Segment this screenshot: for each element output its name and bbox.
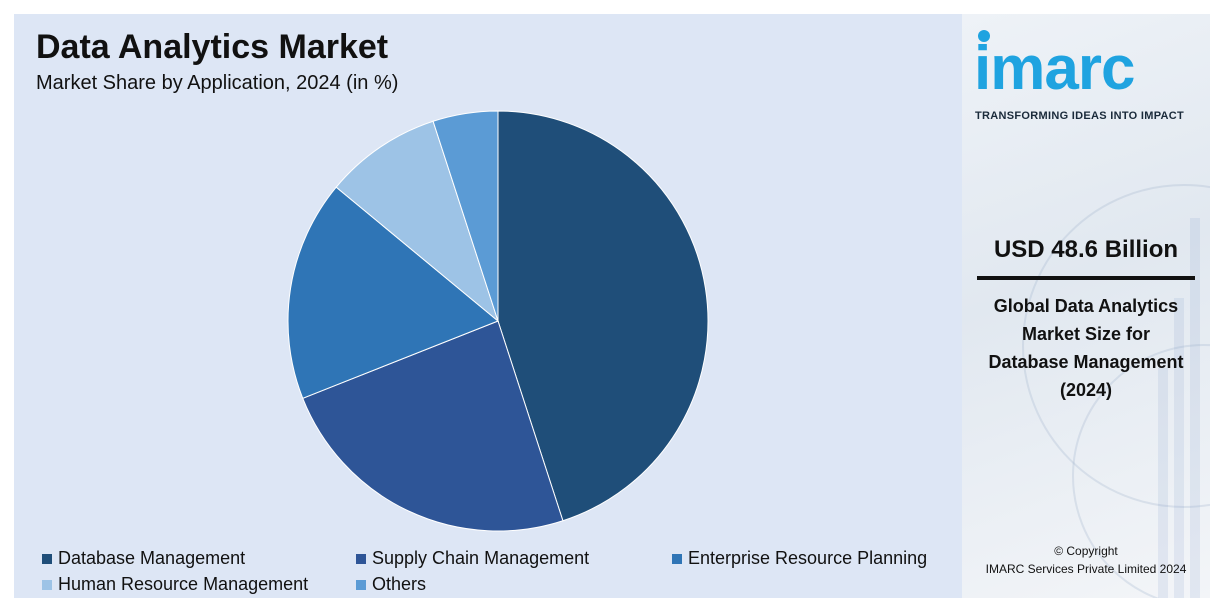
legend-item: Others [356,574,426,595]
pie-slice-human-resource-management [335,120,500,323]
legend-label: Human Resource Management [58,574,309,594]
highlight-block: USD 48.6 Billion Global Data Analytics M… [977,236,1195,404]
legend-label: Others [372,574,427,594]
market-size-description: Global Data Analytics Market Size for Da… [977,292,1195,404]
copyright-line: IMARC Services Private Limited 2024 [985,562,1187,576]
legend-item: Enterprise Resource Planning [672,548,927,569]
legend-swatch [356,579,366,590]
legend-swatch [356,553,366,564]
legend-swatch [672,553,682,564]
legend-label: Enterprise Resource Planning [688,548,928,568]
chart-panel: Data Analytics Market Market Share by Ap… [14,14,962,598]
legend-item: Human Resource Management [42,574,308,595]
logo-dot-icon [978,30,990,42]
pie-slice-supply-chain-management [302,320,564,532]
decorative-bar [1158,368,1168,598]
legend-item: Supply Chain Management [356,548,589,569]
pie-slice-enterprise-resource-planning [287,186,499,399]
decorative-bar [1190,218,1200,598]
market-size-value: USD 48.6 Billion [977,236,1195,280]
legend-swatch [42,553,52,564]
legend-swatch [42,579,52,590]
chart-subtitle: Market Share by Application, 2024 (in %) [36,72,399,94]
pie-slice-others [432,110,499,322]
pie-slice-database-management [497,110,709,522]
pie-chart [287,110,709,532]
copyright-notice: © Copyright IMARC Services Private Limit… [962,542,1210,578]
logo-tagline: TRANSFORMING IDEAS INTO IMPACT [975,110,1185,122]
side-panel: imarc TRANSFORMING IDEAS INTO IMPACT USD… [962,14,1210,598]
logo-wordmark: imarc [974,34,1135,103]
decorative-bar [1174,298,1184,598]
legend-label: Supply Chain Management [372,548,590,568]
legend-item: Database Management [42,548,245,569]
legend-label: Database Management [58,548,246,568]
description-line: (2024) [1059,380,1113,400]
description-line: Database Management [988,352,1184,372]
imarc-logo: imarc TRANSFORMING IDEAS INTO IMPACT [974,24,1204,124]
description-line: Global Data Analytics [993,296,1179,316]
chart-title: Data Analytics Market [36,28,389,66]
copyright-line: © Copyright [1054,544,1118,558]
description-line: Market Size for [1021,324,1151,344]
